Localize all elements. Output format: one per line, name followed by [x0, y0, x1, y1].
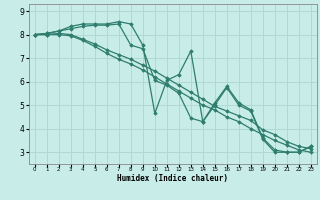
X-axis label: Humidex (Indice chaleur): Humidex (Indice chaleur): [117, 174, 228, 183]
